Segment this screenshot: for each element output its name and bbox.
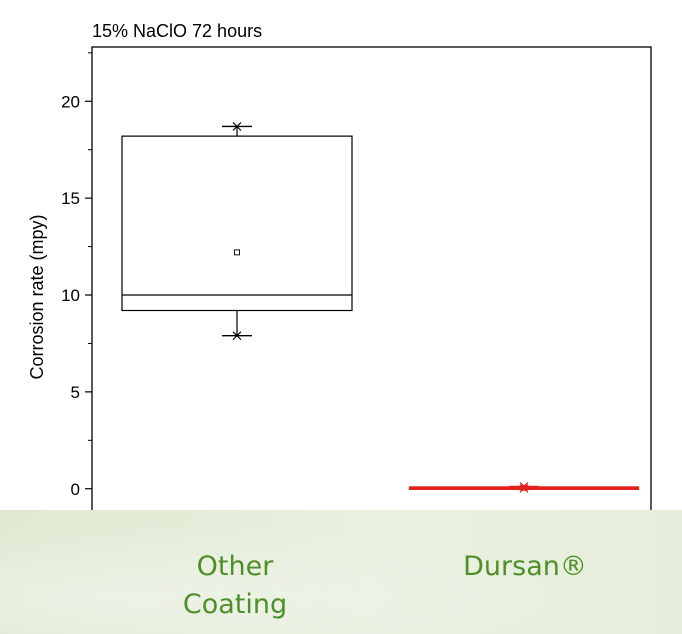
- category-label-other-coating: Other Coating: [182, 551, 288, 620]
- category-label-band: Other Coating Dursan®: [0, 510, 682, 634]
- chart-area: 15% NaClO 72 hours Corrosion rate (mpy) …: [27, 21, 652, 520]
- y-tick-label-15: 15: [61, 189, 80, 208]
- y-tick-label-20: 20: [61, 92, 80, 111]
- box-0: [121, 122, 353, 341]
- chart-title: 15% NaClO 72 hours: [92, 21, 262, 41]
- box-iqr: [121, 135, 353, 312]
- box-1: [408, 482, 640, 493]
- y-tick-label-5: 5: [71, 383, 80, 402]
- boxes: [121, 122, 640, 493]
- max-marker: [232, 122, 242, 131]
- mean-marker: [521, 484, 527, 491]
- y-axis-ticks: 0 5 10 15 20: [61, 52, 92, 499]
- mean-marker: [234, 249, 240, 256]
- min-marker: [232, 331, 242, 341]
- plot-frame: [91, 46, 652, 513]
- y-tick-label-0: 0: [71, 480, 80, 499]
- y-tick-label-10: 10: [61, 286, 80, 305]
- box-plot: 15% NaClO 72 hours Corrosion rate (mpy) …: [27, 21, 652, 520]
- y-axis-label: Corrosion rate (mpy): [27, 214, 47, 379]
- category-label-dursan: Dursan®: [463, 551, 587, 582]
